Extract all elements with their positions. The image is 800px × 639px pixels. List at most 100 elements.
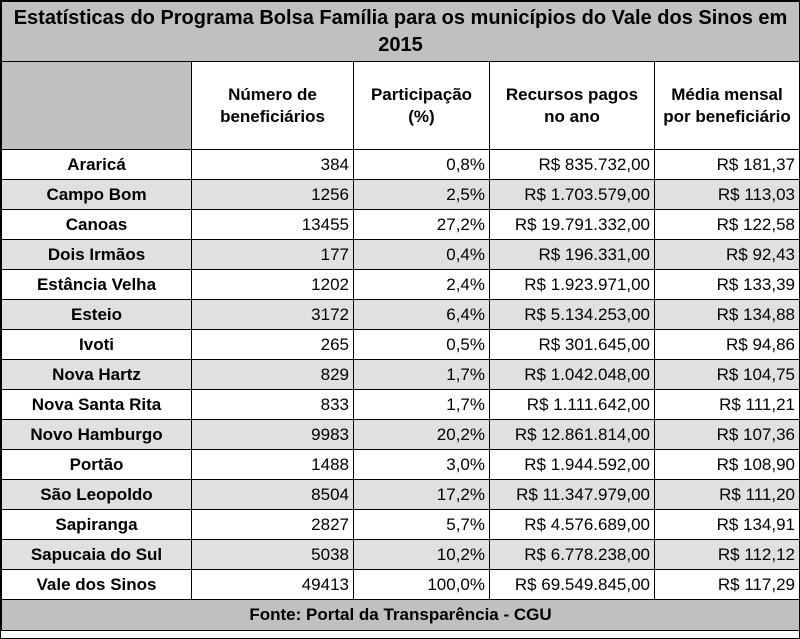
source-footer: Fonte: Portal da Transparência - CGU [0, 599, 800, 631]
cell-participacao: 0,5% [353, 329, 490, 360]
table-row: Ivoti 265 0,5% R$ 301.645,00 R$ 94,86 [1, 329, 800, 360]
cell-recursos: R$ 4.576.689,00 [489, 509, 655, 540]
cell-recursos: R$ 6.778.238,00 [489, 539, 655, 570]
header-recursos: Recursos pagos no ano [489, 61, 655, 150]
cell-municipio: Sapiranga [1, 509, 192, 540]
table-row: São Leopoldo 8504 17,2% R$ 11.347.979,00 R$ … [1, 479, 800, 510]
cell-beneficiarios: 384 [191, 149, 354, 180]
table-row: Novo Hamburgo 9983 20,2% R$ 12.861.814,00 R$… [1, 419, 800, 450]
cell-municipio: Portão [1, 449, 192, 480]
table-row: Dois Irmãos 177 0,4% R$ 196.331,00 R$ 92,43 [1, 239, 800, 270]
cell-beneficiarios: 3172 [191, 299, 354, 330]
cell-municipio: Novo Hamburgo [1, 419, 192, 450]
cell-participacao: 20,2% [353, 419, 490, 450]
table-row: Nova Hartz 829 1,7% R$ 1.042.048,00 R$ 104,7… [1, 359, 800, 390]
cell-municipio: Sapucaia do Sul [1, 539, 192, 570]
cell-media: R$ 122,58 [653, 209, 800, 240]
cell-media: R$ 111,20 [653, 479, 800, 510]
cell-municipio: Dois Irmãos [1, 239, 192, 270]
table-row: Araricá 384 0,8% R$ 835.732,00 R$ 181,37 [1, 149, 800, 180]
cell-recursos: R$ 12.861.814,00 [489, 419, 655, 450]
cell-recursos: R$ 1.923.971,00 [489, 269, 655, 300]
cell-municipio: Vale dos Sinos [1, 569, 192, 600]
cell-media: R$ 117,29 [653, 569, 800, 600]
header-blank-cell [1, 61, 192, 150]
cell-media: R$ 134,91 [653, 509, 800, 540]
table-body: Araricá 384 0,8% R$ 835.732,00 R$ 181,37 Camp… [1, 149, 800, 600]
cell-recursos: R$ 5.134.253,00 [489, 299, 655, 330]
cell-municipio: Esteio [1, 299, 192, 330]
cell-media: R$ 92,43 [653, 239, 800, 270]
table-row: Sapucaia do Sul 5038 10,2% R$ 6.778.238,00 R… [1, 539, 800, 570]
cell-media: R$ 94,86 [653, 329, 800, 360]
table-title: Estatísticas do Programa Bolsa Família p… [0, 1, 800, 62]
cell-municipio: Nova Santa Rita [1, 389, 192, 420]
cell-media: R$ 111,21 [653, 389, 800, 420]
cell-beneficiarios: 1202 [191, 269, 354, 300]
cell-media: R$ 134,88 [653, 299, 800, 330]
cell-participacao: 10,2% [353, 539, 490, 570]
header-media: Média mensal por beneficiário [653, 61, 800, 150]
cell-beneficiarios: 829 [191, 359, 354, 390]
cell-recursos: R$ 1.944.592,00 [489, 449, 655, 480]
cell-beneficiarios: 5038 [191, 539, 354, 570]
cell-beneficiarios: 49413 [191, 569, 354, 600]
cell-municipio: Canoas [1, 209, 192, 240]
cell-recursos: R$ 11.347.979,00 [489, 479, 655, 510]
cell-beneficiarios: 13455 [191, 209, 354, 240]
cell-participacao: 1,7% [353, 359, 490, 390]
cell-municipio: Ivoti [1, 329, 192, 360]
header-participacao: Participação (%) [353, 61, 490, 150]
cell-beneficiarios: 1488 [191, 449, 354, 480]
table-row: Nova Santa Rita 833 1,7% R$ 1.111.642,00 R$ … [1, 389, 800, 420]
table-row: Vale dos Sinos 49413 100,0% R$ 69.549.845,0… [1, 569, 800, 600]
cell-beneficiarios: 177 [191, 239, 354, 270]
cell-beneficiarios: 1256 [191, 179, 354, 210]
table-row: Esteio 3172 6,4% R$ 5.134.253,00 R$ 134,88 [1, 299, 800, 330]
cell-participacao: 17,2% [353, 479, 490, 510]
cell-recursos: R$ 1.111.642,00 [489, 389, 655, 420]
cell-media: R$ 107,36 [653, 419, 800, 450]
cell-participacao: 5,7% [353, 509, 490, 540]
table-row: Portão 1488 3,0% R$ 1.944.592,00 R$ 108,90 [1, 449, 800, 480]
cell-participacao: 2,4% [353, 269, 490, 300]
cell-municipio: Campo Bom [1, 179, 192, 210]
cell-municipio: Araricá [1, 149, 192, 180]
cell-recursos: R$ 19.791.332,00 [489, 209, 655, 240]
cell-beneficiarios: 2827 [191, 509, 354, 540]
table-row: Campo Bom 1256 2,5% R$ 1.703.579,00 R$ 113,0… [1, 179, 800, 210]
cell-recursos: R$ 1.042.048,00 [489, 359, 655, 390]
cell-participacao: 27,2% [353, 209, 490, 240]
cell-recursos: R$ 301.645,00 [489, 329, 655, 360]
cell-recursos: R$ 1.703.579,00 [489, 179, 655, 210]
cell-beneficiarios: 265 [191, 329, 354, 360]
cell-municipio: Nova Hartz [1, 359, 192, 390]
cell-municipio: São Leopoldo [1, 479, 192, 510]
table-row: Canoas 13455 27,2% R$ 19.791.332,00 R$ 122,5… [1, 209, 800, 240]
cell-participacao: 0,4% [353, 239, 490, 270]
cell-participacao: 100,0% [353, 569, 490, 600]
cell-media: R$ 113,03 [653, 179, 800, 210]
cell-participacao: 2,5% [353, 179, 490, 210]
cell-recursos: R$ 196.331,00 [489, 239, 655, 270]
cell-beneficiarios: 8504 [191, 479, 354, 510]
cell-media: R$ 108,90 [653, 449, 800, 480]
cell-media: R$ 133,39 [653, 269, 800, 300]
header-beneficiarios: Número de beneficiários [191, 61, 354, 150]
cell-participacao: 0,8% [353, 149, 490, 180]
cell-participacao: 1,7% [353, 389, 490, 420]
cell-beneficiarios: 833 [191, 389, 354, 420]
cell-recursos: R$ 835.732,00 [489, 149, 655, 180]
table-row: Estância Velha 1202 2,4% R$ 1.923.971,00 R$ … [1, 269, 800, 300]
cell-beneficiarios: 9983 [191, 419, 354, 450]
cell-participacao: 6,4% [353, 299, 490, 330]
cell-media: R$ 104,75 [653, 359, 800, 390]
table-row: Sapiranga 2827 5,7% R$ 4.576.689,00 R$ 134,9… [1, 509, 800, 540]
cell-recursos: R$ 69.549.845,00 [489, 569, 655, 600]
cell-media: R$ 112,12 [653, 539, 800, 570]
cell-participacao: 3,0% [353, 449, 490, 480]
cell-media: R$ 181,37 [653, 149, 800, 180]
cell-municipio: Estância Velha [1, 269, 192, 300]
